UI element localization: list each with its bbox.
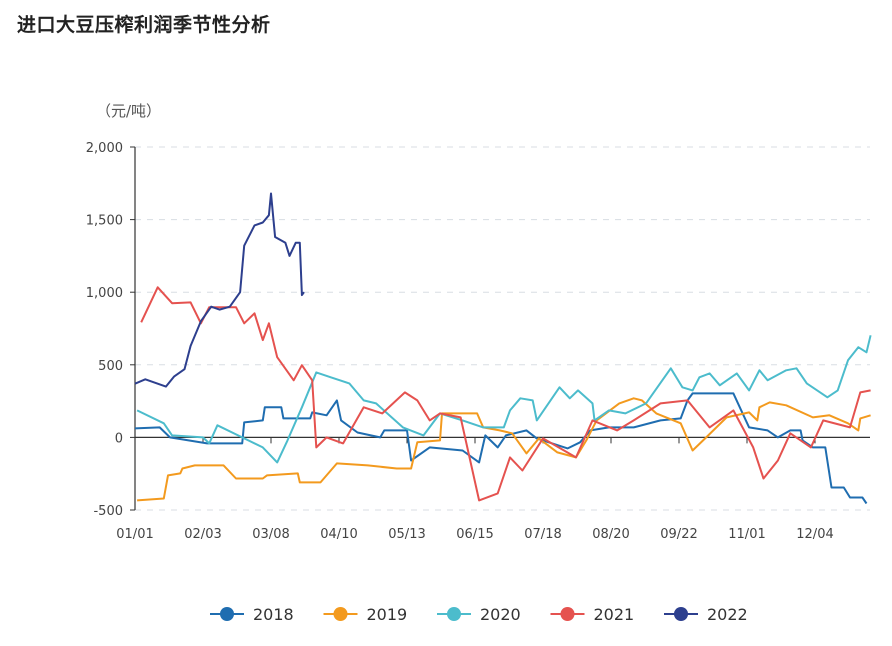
legend-label-2018: 2018 bbox=[253, 605, 294, 624]
x-tick-label: 11/01 bbox=[728, 527, 765, 542]
y-tick-label: 1,000 bbox=[86, 286, 123, 301]
legend-label-2021: 2021 bbox=[594, 605, 635, 624]
series-line-2020 bbox=[136, 335, 872, 464]
chart-title: 进口大豆压榨利润季节性分析 bbox=[17, 14, 271, 36]
legend-label-2022: 2022 bbox=[707, 605, 748, 624]
x-tick-label: 02/03 bbox=[184, 527, 221, 542]
x-tick-label: 09/22 bbox=[660, 527, 697, 542]
x-tick-label: 06/15 bbox=[456, 527, 493, 542]
y-axis-ticks: 2,000 1,500 1,000 500 0 -500 bbox=[86, 141, 135, 519]
series-line-2019 bbox=[137, 397, 871, 502]
series-line-2018 bbox=[134, 392, 868, 505]
x-tick-label: 04/10 bbox=[320, 527, 357, 542]
series-lines bbox=[134, 192, 872, 505]
legend-marker-2021 bbox=[560, 607, 575, 621]
legend-label-2020: 2020 bbox=[480, 605, 521, 624]
y-tick-label: 0 bbox=[115, 431, 123, 446]
x-axis-ticks: 01/01 02/03 03/08 04/10 05/13 06/15 07/18 08/20… bbox=[116, 437, 834, 542]
series-line-2021 bbox=[140, 286, 871, 502]
x-tick-label: 05/13 bbox=[388, 527, 425, 542]
legend-marker-2022 bbox=[674, 607, 688, 621]
series-line-2022 bbox=[134, 192, 305, 388]
legend-marker-2020 bbox=[447, 607, 461, 621]
y-tick-label: 1,500 bbox=[86, 214, 123, 229]
x-tick-label: 01/01 bbox=[116, 527, 153, 542]
legend-marker-2019 bbox=[333, 607, 348, 621]
legend: 2018 2019 2020 2021 2022 bbox=[210, 605, 748, 624]
y-tick-label: -500 bbox=[93, 504, 123, 519]
x-tick-label: 07/18 bbox=[524, 527, 561, 542]
legend-label-2019: 2019 bbox=[367, 605, 408, 624]
x-tick-label: 12/04 bbox=[796, 527, 833, 542]
grid-lines bbox=[134, 146, 870, 511]
y-axis-unit-label: （元/吨） bbox=[96, 102, 162, 120]
y-tick-label: 2,000 bbox=[86, 141, 123, 156]
legend-marker-2018 bbox=[220, 607, 234, 621]
x-tick-label: 03/08 bbox=[252, 527, 289, 542]
y-tick-label: 500 bbox=[98, 359, 123, 374]
x-tick-label: 08/20 bbox=[592, 527, 629, 542]
